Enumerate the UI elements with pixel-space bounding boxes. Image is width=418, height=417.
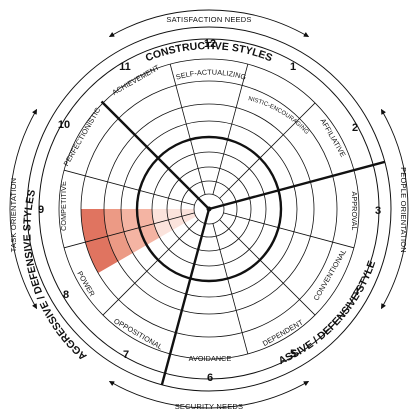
power-band-4 — [81, 209, 119, 273]
segment-number-3: 3 — [375, 205, 381, 217]
spoke-9 — [102, 219, 199, 316]
segment-number-4: 4 — [353, 286, 360, 298]
outer-cluster-ring — [38, 38, 380, 380]
segment-label-oppositional: OPPOSITIONAL — [112, 316, 164, 351]
segment-number-6: 6 — [207, 372, 213, 384]
grid-ring-9 — [58, 58, 360, 360]
spoke-1 — [169, 64, 206, 195]
task-orientation-arrow — [9, 108, 38, 310]
grid-ring-1 — [193, 193, 225, 225]
midpoint-ring — [135, 135, 283, 283]
rings-and-spokes — [26, 26, 392, 392]
segment-label-avoidance: AVOIDANCE — [189, 354, 232, 363]
people-orientation-label: PEOPLE ORIENTATION — [399, 167, 408, 253]
spoke-6 — [219, 219, 316, 316]
segment-number-10: 10 — [58, 119, 70, 131]
segment-label-self-actualizing: SELF-ACTUALIZING — [175, 68, 248, 82]
segment-number-11: 11 — [119, 61, 131, 73]
segment-label-dependent: DEPENDENT — [261, 317, 305, 348]
segment-label-approval: APPROVAL — [350, 191, 359, 230]
spoke-11 — [64, 169, 195, 206]
satisfaction-needs-arrow — [108, 9, 310, 38]
task-orientation-label: TASK ORIENTATION — [9, 178, 18, 252]
people-orientation-arrow — [380, 108, 409, 310]
grid-ring-6 — [120, 120, 298, 298]
segment-label-affiliative: AFFILIATIVE — [319, 117, 348, 159]
security-needs-label: SECURITY NEEDS — [175, 402, 244, 411]
power-band-1 — [152, 209, 197, 238]
grid-ring-7 — [103, 103, 315, 315]
divider-passive-aggressive — [160, 208, 211, 386]
spoke-10 — [64, 212, 195, 249]
outermost-ring — [26, 26, 392, 392]
power-band-3 — [104, 209, 133, 262]
segment-number-7: 7 — [123, 349, 129, 361]
spoke-2 — [212, 64, 249, 195]
segment-number-9: 9 — [38, 204, 44, 216]
security-needs-arrow — [108, 380, 310, 409]
segment-number-2: 2 — [352, 122, 358, 134]
grid-ring-3 — [166, 166, 252, 252]
segment-label-competitive: COMPETITIVE — [59, 181, 68, 231]
segment-label-achievement: ACHIEVEMENT — [111, 62, 162, 97]
orientation-arrows — [9, 9, 409, 409]
grid-ring-2 — [180, 180, 238, 238]
spoke-3 — [219, 102, 316, 199]
segment-number-8: 8 — [63, 289, 69, 301]
grid-ring-8 — [80, 80, 338, 338]
center-dot — [206, 206, 212, 212]
segment-label-conventional: CONVENTIONAL — [311, 247, 348, 302]
segment-number-12: 12 — [204, 38, 216, 50]
satisfaction-needs-label: SATISFACTION NEEDS — [166, 15, 251, 24]
spoke-7 — [212, 223, 249, 354]
segment-number-1: 1 — [290, 61, 296, 73]
divider-constructive-passive — [208, 160, 386, 211]
segment-number-5: 5 — [290, 348, 296, 360]
divider-constructive-aggressive — [100, 100, 210, 210]
power-highlight-rings — [81, 209, 197, 273]
spoke-5 — [223, 212, 354, 249]
grid-ring-4 — [151, 151, 267, 267]
